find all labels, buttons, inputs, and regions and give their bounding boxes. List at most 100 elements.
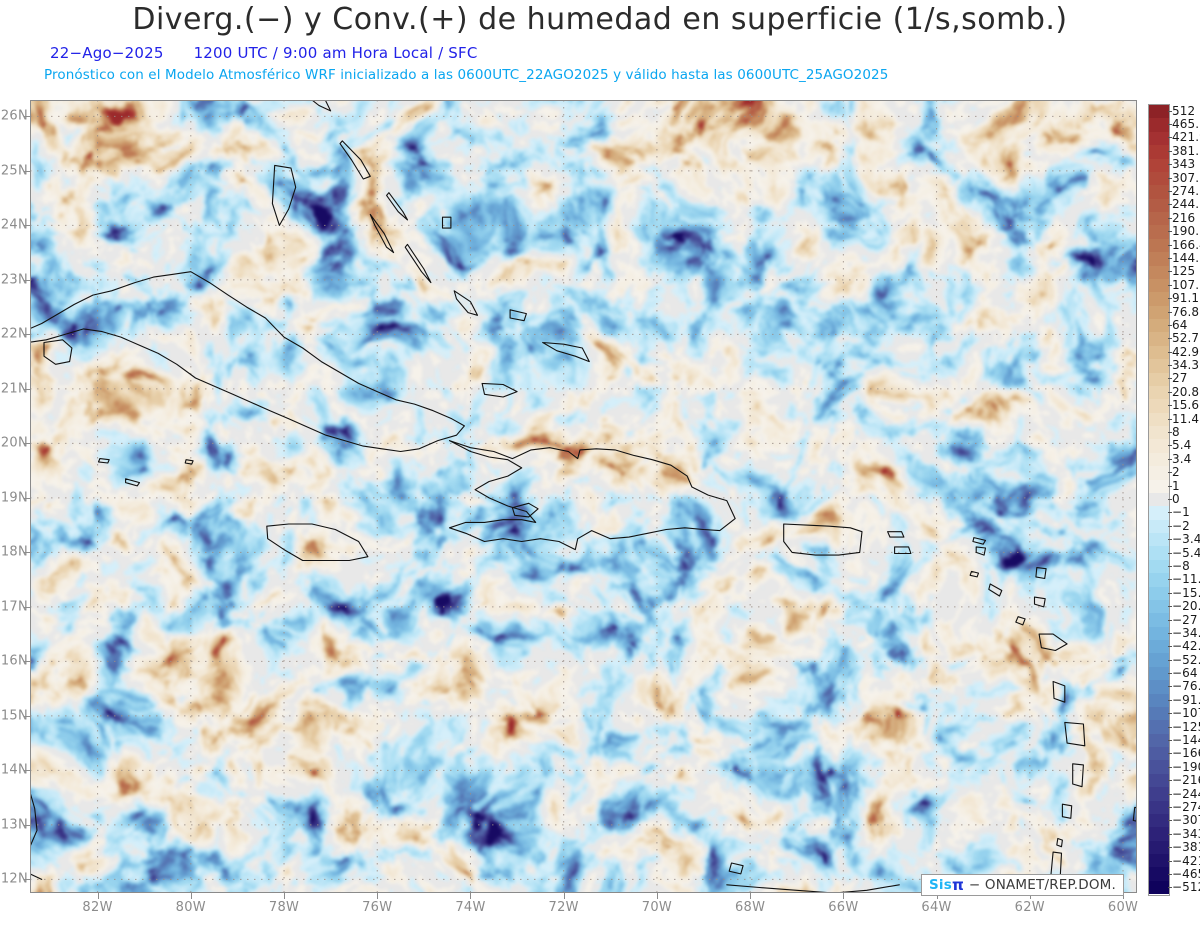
coastline-path xyxy=(1132,806,1137,822)
latitude-tick-label: 24N xyxy=(0,217,28,233)
colorbar-swatch xyxy=(1149,225,1169,239)
colorbar-tick-mark xyxy=(1168,833,1172,835)
model-description: Pronóstico con el Modelo Atmosférico WRF… xyxy=(44,67,889,83)
latitude-tick-label: 12N xyxy=(0,871,28,887)
coastline-path xyxy=(43,339,73,365)
latitude-tick-mark xyxy=(24,225,30,227)
latitude-tick-label: 22N xyxy=(0,326,28,342)
badge-org-text: − ONAMET/REP.DOM. xyxy=(968,877,1117,893)
coastline-path xyxy=(386,192,409,221)
colorbar-swatch xyxy=(1149,158,1169,172)
coastline-path xyxy=(1056,837,1063,848)
colorbar-tick-label: −1 xyxy=(1172,505,1190,520)
longitude-tick-mark xyxy=(656,893,658,899)
latitude-tick-mark xyxy=(24,606,30,608)
colorbar-tick-mark xyxy=(1168,820,1172,822)
colorbar-swatch xyxy=(1149,720,1169,734)
colorbar-swatch xyxy=(1149,479,1169,493)
coastline-path xyxy=(1061,803,1073,819)
colorbar-tick-mark xyxy=(1168,284,1172,286)
colorbar-tick-mark xyxy=(1168,579,1172,581)
colorbar-swatch xyxy=(1149,840,1169,854)
latitude-tick-mark xyxy=(24,443,30,445)
latitude-tick-mark xyxy=(24,170,30,172)
colorbar-tick-mark xyxy=(1168,365,1172,367)
colorbar-tick-label: 421.9 xyxy=(1172,130,1200,145)
colorbar-tick-mark xyxy=(1168,565,1172,567)
colorbar-tick-label: 0 xyxy=(1172,492,1180,506)
longitude-tick-label: 68W xyxy=(734,900,766,915)
coastline-path xyxy=(481,382,518,398)
colorbar-tick-mark xyxy=(1168,606,1172,608)
coastline-path xyxy=(1038,633,1068,652)
coastline-path xyxy=(266,523,369,562)
coastline-path xyxy=(988,583,1003,597)
colorbar-tick-mark xyxy=(1168,204,1172,206)
longitude-tick-label: 60W xyxy=(1107,900,1139,915)
colorbar-swatch xyxy=(1149,733,1169,747)
longitude-tick-mark xyxy=(470,893,472,899)
colorbar-tick-label: −15.6 xyxy=(1172,585,1200,600)
colorbar-swatch xyxy=(1149,118,1169,132)
gridlines xyxy=(30,100,1137,893)
map-plot-area[interactable] xyxy=(30,100,1137,893)
colorbar-tick-label: −107 xyxy=(1172,706,1200,721)
colorbar-swatch xyxy=(1149,399,1169,413)
colorbar-swatch xyxy=(1149,626,1169,640)
colorbar-swatch xyxy=(1149,452,1169,467)
colorbar-tick-mark xyxy=(1168,646,1172,648)
longitude-tick-mark xyxy=(284,893,286,899)
colorbar-tick-label: −27 xyxy=(1172,612,1198,627)
colorbar-swatch xyxy=(1149,586,1169,600)
colorbar-tick-label: 512 xyxy=(1172,103,1196,118)
longitude-tick-label: 64W xyxy=(921,900,952,915)
forecast-date: 22−Ago−2025 xyxy=(50,44,164,62)
latitude-tick-mark xyxy=(24,552,30,554)
colorbar-tick-label: 465.5 xyxy=(1172,117,1200,132)
colorbar-tick-mark xyxy=(1168,418,1172,420)
colorbar-tick-label: −274 xyxy=(1172,799,1200,814)
colorbar-swatch xyxy=(1149,492,1169,507)
colorbar-tick-mark xyxy=(1168,699,1172,701)
colorbar-swatch xyxy=(1149,827,1169,841)
colorbar-tick-mark xyxy=(1168,311,1172,313)
colorbar-tick-label: −5.4 xyxy=(1172,545,1200,560)
colorbar-swatch xyxy=(1149,198,1169,212)
colorbar-tick-mark xyxy=(1168,177,1172,179)
colorbar-tick-label: −20.8 xyxy=(1172,599,1200,614)
colorbar-tick-mark xyxy=(1168,150,1172,152)
colorbar-swatch xyxy=(1149,693,1169,707)
colorbar-tick-label: 91.1 xyxy=(1172,291,1200,306)
colorbar-tick-label: −3.4 xyxy=(1172,532,1200,547)
colorbar-swatch xyxy=(1149,800,1169,814)
colorbar-tick-label: 107.2 xyxy=(1172,277,1200,292)
colorbar-tick-mark xyxy=(1168,298,1172,300)
colorbar-tick-mark xyxy=(1168,552,1172,554)
colorbar-swatch xyxy=(1149,105,1169,119)
colorbar-tick-label: −343 xyxy=(1172,826,1200,841)
colorbar-swatch xyxy=(1149,573,1169,587)
coastline-path xyxy=(972,537,987,545)
latitude-tick-mark xyxy=(24,116,30,118)
colorbar-tick-label: 27 xyxy=(1172,371,1188,386)
colorbar-tick-mark xyxy=(1168,445,1172,447)
colorbar-tick-mark xyxy=(1168,887,1172,889)
colorbar-swatch xyxy=(1149,466,1169,480)
latitude-tick-mark xyxy=(24,497,30,499)
coastline-path xyxy=(783,523,863,556)
longitude-tick-label: 66W xyxy=(828,900,859,915)
longitude-tick-label: 80W xyxy=(175,900,206,915)
longitude-tick-label: 62W xyxy=(1014,900,1045,915)
colorbar-tick-label: −76.8 xyxy=(1172,679,1200,694)
colorbar-tick-mark xyxy=(1168,244,1172,246)
colorbar-swatch xyxy=(1149,813,1169,828)
colorbar-tick-mark xyxy=(1168,432,1172,434)
colorbar-tick-mark xyxy=(1168,766,1172,768)
colorbar-tick-mark xyxy=(1168,512,1172,514)
colorbar-tick-label: 42.9 xyxy=(1172,344,1200,359)
colorbar-tick-mark xyxy=(1168,472,1172,474)
colorbar-tick-mark xyxy=(1168,659,1172,661)
colorbar-tick-label: 190.1 xyxy=(1172,224,1200,239)
colorbar-tick-label: −52.7 xyxy=(1172,652,1200,667)
badge-pi-icon: π xyxy=(952,876,964,894)
